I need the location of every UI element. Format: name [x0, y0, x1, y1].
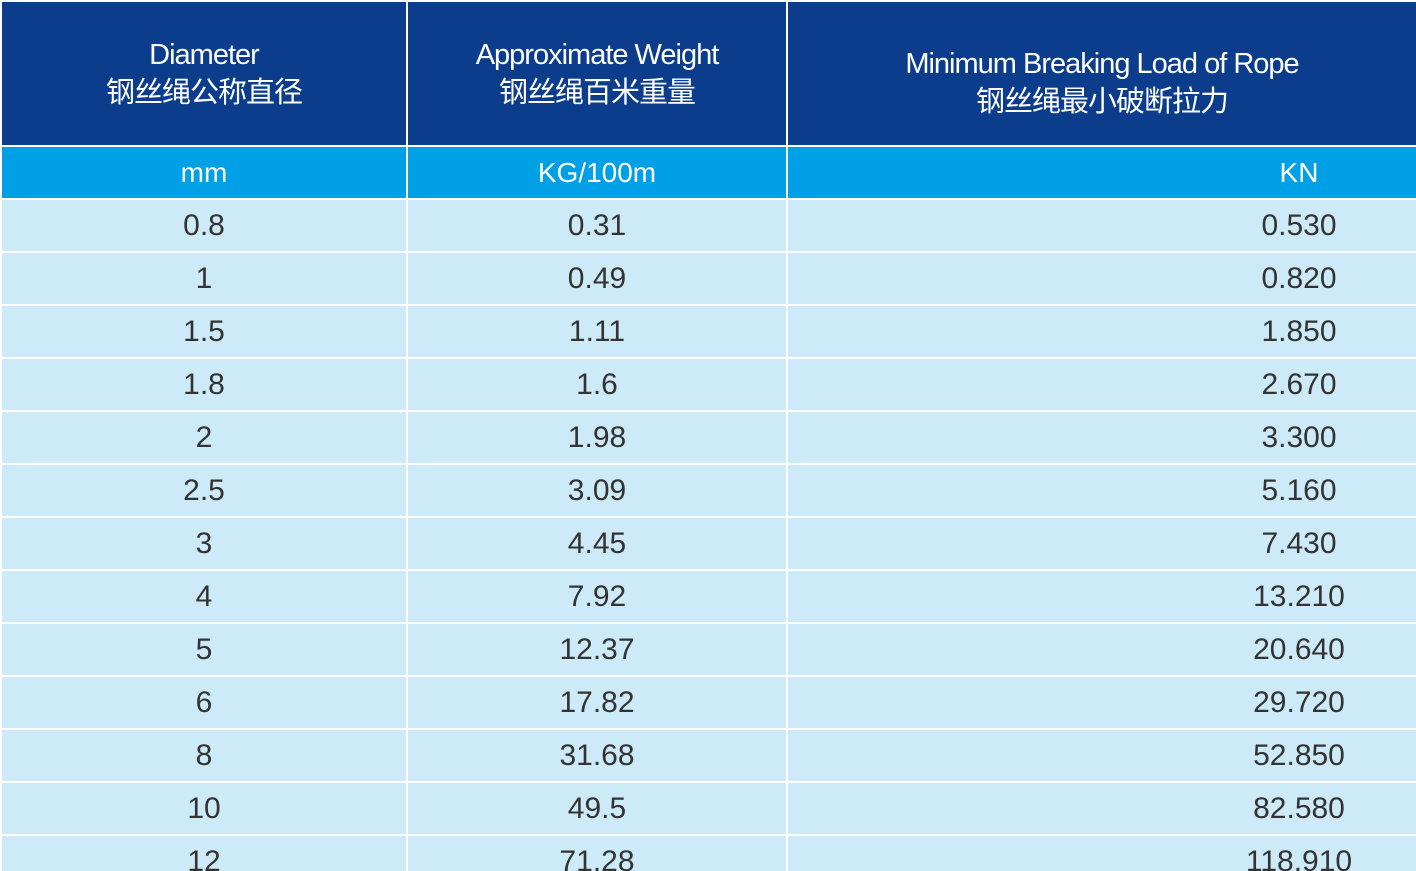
data-cell: 4.45	[406, 516, 788, 571]
data-row: 12 71.28 118.910	[0, 834, 1416, 871]
unit-cell: KN	[786, 145, 1416, 200]
data-cell: 5	[0, 622, 408, 677]
data-cell: 1.5	[0, 304, 408, 359]
data-cell: 10	[0, 781, 408, 836]
data-cell: 6	[0, 675, 408, 730]
data-row: 2.5 3.09 5.160	[0, 463, 1416, 518]
header-zh: 钢丝绳百米重量	[498, 76, 696, 109]
data-row: 2 1.98 3.300	[0, 410, 1416, 465]
data-row: 4 7.92 13.210	[0, 569, 1416, 624]
data-cell: 0.820	[786, 251, 1416, 306]
data-cell: 1	[0, 251, 408, 306]
data-row: 1.8 1.6 2.670	[0, 357, 1416, 412]
data-row: 6 17.82 29.720	[0, 675, 1416, 730]
header-cell: Minimum Breaking Load of Rope 钢丝绳最小破断拉力	[786, 0, 1416, 147]
data-row: 1 0.49 0.820	[0, 251, 1416, 306]
data-cell: 31.68	[406, 728, 788, 783]
data-row: 1.5 1.11 1.850	[0, 304, 1416, 359]
data-cell: 52.850	[786, 728, 1416, 783]
data-cell: 12.37	[406, 622, 788, 677]
data-cell: 49.5	[406, 781, 788, 836]
data-cell: 0.49	[406, 251, 788, 306]
data-cell: 0.8	[0, 198, 408, 253]
data-cell: 4	[0, 569, 408, 624]
data-row: 3 4.45 7.430	[0, 516, 1416, 571]
header-zh: 钢丝绳最小破断拉力	[975, 85, 1229, 118]
data-cell: 1.850	[786, 304, 1416, 359]
data-row: 10 49.5 82.580	[0, 781, 1416, 836]
data-cell: 20.640	[786, 622, 1416, 677]
data-row: 0.8 0.31 0.530	[0, 198, 1416, 253]
unit-cell: KG/100m	[406, 145, 788, 200]
data-cell: 0.530	[786, 198, 1416, 253]
data-cell: 17.82	[406, 675, 788, 730]
data-cell: 1.6	[406, 357, 788, 412]
header-en: Approximate Weight	[475, 38, 720, 71]
data-cell: 3.300	[786, 410, 1416, 465]
data-cell: 7.92	[406, 569, 788, 624]
data-cell: 2	[0, 410, 408, 465]
data-cell: 3	[0, 516, 408, 571]
data-cell: 2.670	[786, 357, 1416, 412]
header-cell: Approximate Weight 钢丝绳百米重量	[406, 0, 788, 147]
data-cell: 71.28	[406, 834, 788, 871]
data-cell: 82.580	[786, 781, 1416, 836]
data-cell: 13.210	[786, 569, 1416, 624]
header-zh: 钢丝绳公称直径	[105, 76, 303, 109]
data-cell: 12	[0, 834, 408, 871]
data-cell: 1.11	[406, 304, 788, 359]
units-row: mm KG/100m KN	[0, 145, 1416, 200]
data-row: 5 12.37 20.640	[0, 622, 1416, 677]
data-cell: 2.5	[0, 463, 408, 518]
unit-cell: mm	[0, 145, 408, 200]
data-cell: 1.98	[406, 410, 788, 465]
data-cell: 118.910	[786, 834, 1416, 871]
data-row: 8 31.68 52.850	[0, 728, 1416, 783]
header-en: Diameter	[149, 38, 260, 71]
header-en: Minimum Breaking Load of Rope	[905, 47, 1299, 80]
header-cell: Diameter 钢丝绳公称直径	[0, 0, 408, 147]
data-cell: 5.160	[786, 463, 1416, 518]
table-body: mm KG/100m KN 0.8 0.31 0.530 1 0.49 0.820 1.5 1.11…	[0, 145, 1416, 871]
data-cell: 0.31	[406, 198, 788, 253]
data-cell: 3.09	[406, 463, 788, 518]
data-cell: 29.720	[786, 675, 1416, 730]
data-cell: 8	[0, 728, 408, 783]
header-row: Diameter 钢丝绳公称直径 Approximate Weight 钢丝绳百米重…	[0, 0, 1416, 147]
data-cell: 1.8	[0, 357, 408, 412]
data-cell: 7.430	[786, 516, 1416, 571]
